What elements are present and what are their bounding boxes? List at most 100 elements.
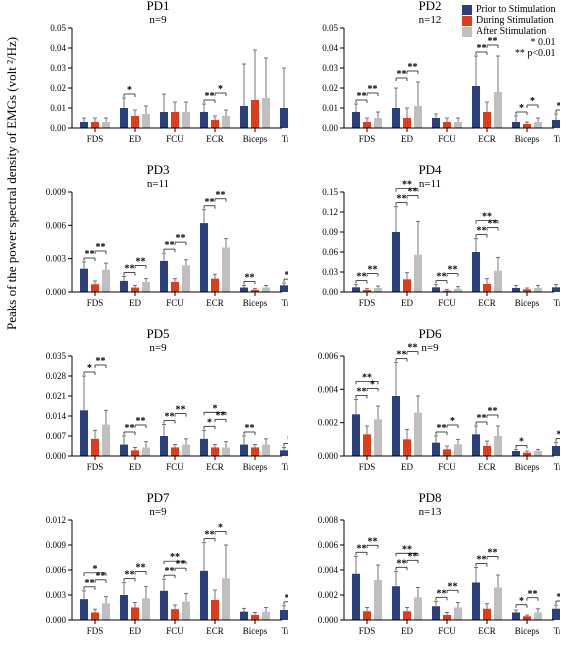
bar: [240, 106, 248, 128]
bar: [352, 112, 360, 128]
svg-text:**: **: [557, 101, 561, 112]
svg-text:0.03: 0.03: [50, 63, 66, 73]
panel-PD6: PD6n=90.0000.0020.0040.006FDS*****ED****…: [300, 330, 560, 480]
bar: [552, 120, 560, 128]
chart-svg: 0.000.010.020.030.040.05FDS****ED****FCU…: [300, 2, 560, 152]
svg-text:0.006: 0.006: [318, 540, 339, 550]
svg-text:0.000: 0.000: [318, 615, 339, 625]
svg-text:0.002: 0.002: [318, 590, 338, 600]
svg-text:FDS: FDS: [87, 134, 104, 144]
bar: [472, 86, 480, 128]
bar: [222, 447, 230, 456]
svg-text:**: **: [408, 343, 418, 354]
bar: [211, 279, 219, 292]
svg-text:**: **: [357, 272, 367, 283]
svg-text:0.004: 0.004: [318, 384, 339, 394]
bar: [552, 287, 560, 292]
panel-PD2: PD2n=120.000.010.020.030.040.05FDS****ED…: [300, 2, 560, 152]
bar: [374, 118, 382, 128]
svg-text:0.01: 0.01: [50, 103, 66, 113]
svg-text:FCU: FCU: [166, 134, 184, 144]
chart-svg: 0.0000.0020.0040.0060.008FDS****ED******…: [300, 494, 560, 644]
svg-text:**: **: [368, 536, 378, 547]
chart-svg: 0.0000.0030.0060.0090.012FDS*****ED****F…: [28, 494, 288, 644]
bar: [494, 271, 502, 292]
svg-text:**: **: [408, 62, 418, 73]
svg-text:**: **: [397, 350, 407, 361]
svg-text:FDS: FDS: [359, 134, 376, 144]
svg-text:FDS: FDS: [87, 462, 104, 472]
bar: [472, 434, 480, 456]
svg-text:**: **: [136, 256, 146, 267]
bar: [171, 282, 179, 292]
svg-text:Triceps: Triceps: [554, 626, 560, 636]
bar: [160, 261, 168, 292]
svg-text:FCU: FCU: [438, 462, 456, 472]
bar: [160, 112, 168, 128]
svg-text:0.000: 0.000: [318, 451, 339, 461]
svg-text:ECR: ECR: [478, 134, 496, 144]
svg-text:0.04: 0.04: [322, 43, 338, 53]
svg-text:**: **: [285, 593, 289, 604]
svg-text:Biceps: Biceps: [515, 462, 540, 472]
svg-text:*: *: [519, 596, 524, 607]
bar: [403, 118, 411, 128]
svg-text:**: **: [176, 233, 186, 244]
svg-text:0.006: 0.006: [46, 220, 67, 230]
svg-text:0.006: 0.006: [46, 565, 67, 575]
svg-text:FDS: FDS: [87, 626, 104, 636]
bar: [494, 92, 502, 128]
bar: [142, 598, 150, 620]
svg-text:*: *: [218, 523, 223, 534]
svg-text:**: **: [397, 69, 407, 80]
svg-text:*: *: [450, 416, 455, 427]
bar: [102, 425, 110, 456]
bar: [131, 288, 139, 292]
svg-text:0.00: 0.00: [50, 123, 66, 133]
svg-text:ECR: ECR: [206, 298, 224, 308]
svg-text:**: **: [488, 36, 498, 47]
svg-text:0.028: 0.028: [46, 371, 67, 381]
svg-text:0.03: 0.03: [322, 63, 338, 73]
bar: [352, 287, 360, 292]
svg-text:**: **: [368, 265, 378, 276]
bar: [211, 120, 219, 128]
svg-text:0.008: 0.008: [318, 515, 339, 525]
bar: [392, 586, 400, 620]
svg-text:Triceps: Triceps: [282, 298, 288, 308]
bar: [483, 284, 491, 292]
svg-text:ECR: ECR: [206, 134, 224, 144]
svg-text:0.05: 0.05: [50, 23, 66, 33]
bar: [102, 603, 110, 620]
bar: [454, 122, 462, 128]
svg-text:0.000: 0.000: [46, 287, 67, 297]
svg-text:*: *: [218, 84, 223, 95]
bar: [91, 613, 99, 621]
svg-text:**: **: [402, 544, 412, 555]
svg-text:**: **: [402, 180, 412, 191]
svg-text:**: **: [397, 194, 407, 205]
bar: [131, 450, 139, 456]
svg-text:FCU: FCU: [166, 298, 184, 308]
bar: [240, 445, 248, 456]
svg-text:**: **: [136, 416, 146, 427]
bar: [280, 285, 288, 292]
svg-text:0.15: 0.15: [322, 187, 338, 197]
svg-text:**: **: [557, 592, 561, 603]
svg-text:**: **: [357, 386, 367, 397]
bar: [262, 445, 270, 456]
svg-text:ED: ED: [401, 626, 413, 636]
bar: [454, 444, 462, 456]
svg-text:**: **: [205, 530, 215, 541]
bar: [120, 281, 128, 292]
bar: [472, 252, 480, 292]
svg-text:*: *: [87, 363, 92, 374]
svg-text:**: **: [216, 190, 226, 201]
svg-text:**: **: [477, 43, 487, 54]
svg-text:*: *: [530, 96, 535, 107]
svg-text:**: **: [205, 197, 215, 208]
chart-svg: 0.0000.0030.0060.009FDS****ED****FCU****…: [28, 166, 288, 316]
bar: [211, 600, 219, 620]
svg-text:**: **: [448, 265, 458, 276]
bar: [222, 248, 230, 292]
